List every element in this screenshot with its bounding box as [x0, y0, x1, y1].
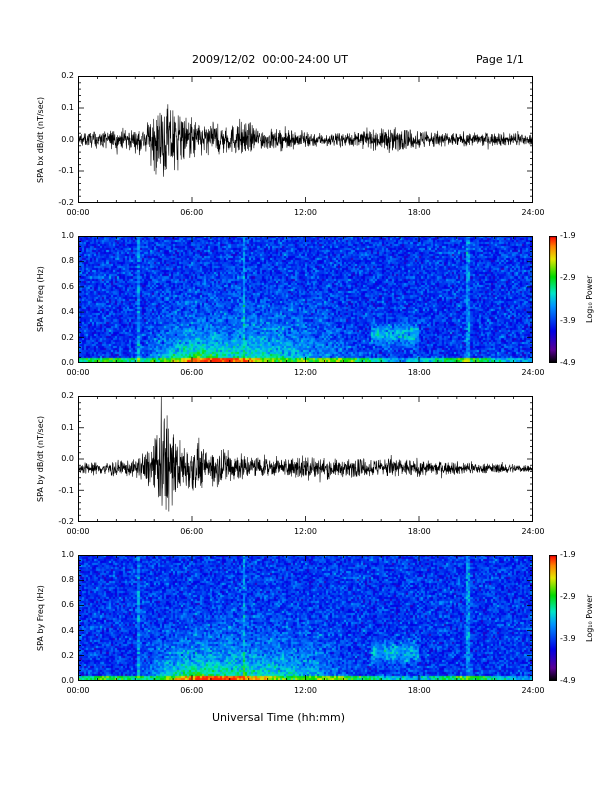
page-title: 2009/12/02 00:00-24:00 UT — [192, 53, 349, 66]
spectrogram-axes-3 — [78, 555, 533, 681]
y-tick-label: 1.0 — [61, 550, 74, 559]
axes-frame — [78, 396, 533, 522]
y-axis-label: SPA bx Freq (Hz) — [36, 266, 45, 333]
x-tick-label: 06:00 — [180, 368, 204, 377]
x-tick-label: 00:00 — [66, 686, 90, 695]
y-tick-label: 0.8 — [61, 575, 74, 585]
x-tick-label: 18:00 — [407, 368, 431, 377]
colorbar-tick-label: -1.9 — [560, 231, 576, 240]
x-tick-label: 06:00 — [180, 208, 204, 217]
x-axis-label: Universal Time (hh:mm) — [212, 711, 345, 724]
colorbar — [549, 555, 557, 681]
y-tick-label: -0.2 — [58, 198, 74, 207]
x-tick-label: 24:00 — [521, 527, 545, 536]
y-tick-label: 0.2 — [61, 650, 74, 660]
y-axis-label: SPA by Freq (Hz) — [36, 585, 45, 651]
y-tick-label: 0.6 — [61, 600, 74, 610]
waveform-plot-2 — [78, 396, 533, 522]
x-tick-label: 12:00 — [293, 208, 318, 217]
axes-frame — [78, 76, 533, 203]
colorbar-tick-label: -2.9 — [560, 592, 576, 601]
x-tick-label: 18:00 — [407, 208, 431, 217]
waveform-series — [78, 396, 533, 512]
x-tick-label: 12:00 — [293, 686, 318, 695]
x-tick-label: 18:00 — [407, 686, 431, 695]
waveform-series — [78, 104, 533, 177]
colorbar — [549, 236, 557, 363]
colorbar-tick-label: -2.9 — [560, 273, 576, 283]
y-tick-label: 0.0 — [61, 358, 74, 367]
x-tick-label: 00:00 — [66, 527, 90, 536]
y-tick-label: 0.2 — [61, 391, 74, 400]
y-tick-label: 0.2 — [61, 71, 74, 80]
spectrogram-axes-1 — [78, 236, 533, 363]
y-axis-label: SPA bx dB/dt (nT/sec) — [36, 96, 45, 183]
x-tick-label: 24:00 — [521, 208, 545, 217]
x-tick-label: 00:00 — [66, 368, 90, 377]
y-tick-label: -0.2 — [58, 517, 74, 526]
y-tick-label: 0.0 — [61, 134, 74, 144]
y-tick-label: 0.0 — [61, 676, 74, 685]
colorbar-tick-label: -3.9 — [560, 315, 576, 325]
colorbar-tick-label: -1.9 — [560, 550, 576, 559]
y-tick-label: 0.1 — [61, 422, 74, 432]
x-tick-label: 06:00 — [180, 686, 204, 695]
axes-frame — [78, 555, 533, 681]
spectrogram-3 — [78, 555, 533, 681]
x-tick-label: 06:00 — [180, 527, 204, 536]
colorbar-label: Log₁₀ Power — [585, 275, 594, 324]
x-tick-label: 18:00 — [407, 527, 431, 536]
colorbar-label: Log₁₀ Power — [585, 594, 594, 642]
colorbar-tick-label: -3.9 — [560, 634, 576, 643]
y-tick-label: 0.1 — [61, 102, 74, 112]
x-tick-label: 12:00 — [293, 527, 318, 536]
page-number: Page 1/1 — [476, 53, 524, 66]
y-tick-label: 0.0 — [61, 454, 74, 463]
x-tick-label: 00:00 — [66, 208, 90, 217]
y-tick-label: 0.4 — [61, 625, 74, 635]
y-tick-label: 0.4 — [61, 307, 74, 317]
y-tick-label: -0.1 — [58, 166, 74, 176]
waveform-plot-0 — [78, 76, 533, 203]
x-tick-label: 12:00 — [293, 368, 318, 377]
colorbar-tick-label: -4.9 — [560, 358, 576, 367]
x-tick-label: 24:00 — [521, 368, 545, 377]
y-tick-label: 0.2 — [61, 332, 74, 342]
colorbar-tick-label: -4.9 — [560, 676, 576, 685]
spectrogram-1 — [78, 236, 533, 363]
axes-frame — [78, 236, 533, 363]
y-tick-label: 1.0 — [61, 231, 74, 240]
y-tick-label: 0.8 — [61, 256, 74, 266]
x-tick-label: 24:00 — [521, 686, 545, 695]
y-tick-label: 0.6 — [61, 281, 74, 291]
y-axis-label: SPA by dB/dt (nT/sec) — [36, 415, 45, 503]
y-tick-label: -0.1 — [58, 485, 74, 495]
